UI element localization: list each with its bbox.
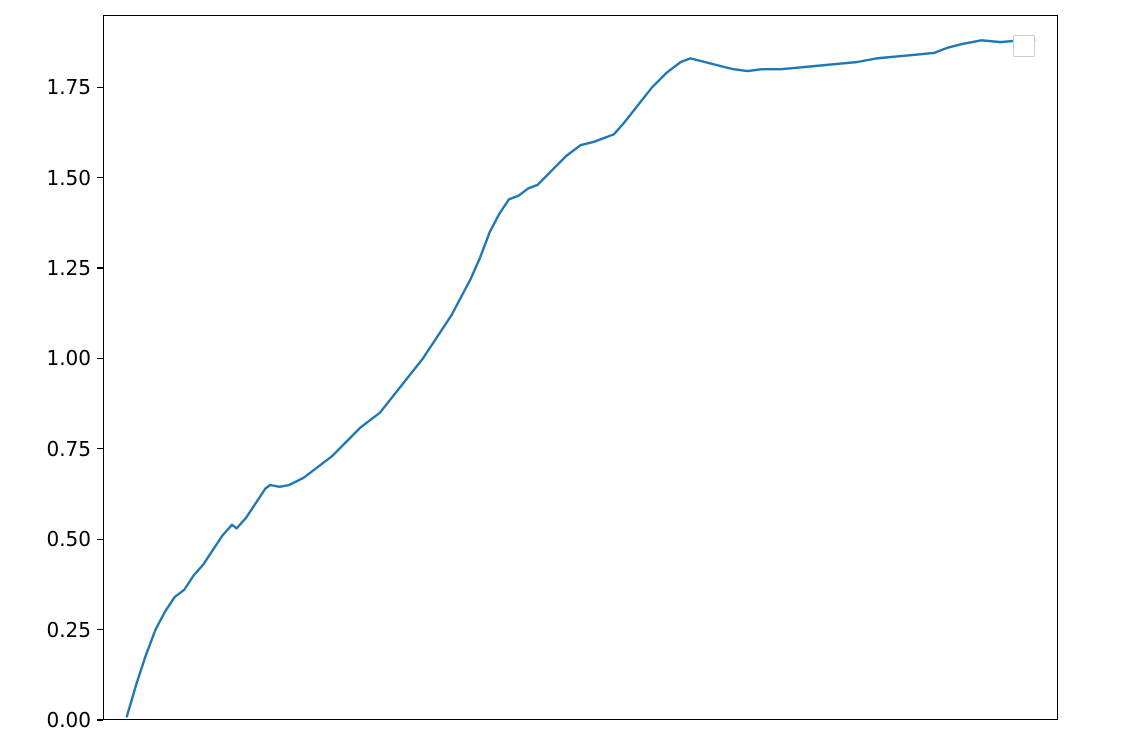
line-plot (0, 0, 1121, 720)
chart-figure: 0.000.250.500.751.001.251.501.75 (0, 0, 1121, 720)
legend-box (1013, 35, 1035, 57)
line-series-1 (127, 40, 1034, 716)
